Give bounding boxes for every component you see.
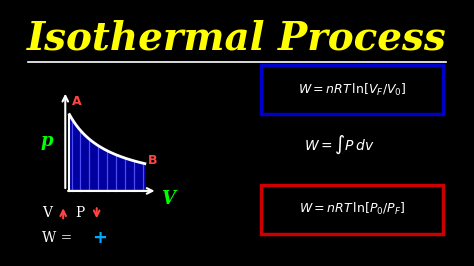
Text: P: P — [76, 206, 85, 220]
Text: V: V — [42, 206, 52, 220]
Text: Isothermal Process: Isothermal Process — [27, 20, 447, 58]
Text: $W = \int P\,dv$: $W = \int P\,dv$ — [304, 134, 375, 156]
Text: B: B — [148, 154, 158, 167]
Text: A: A — [72, 95, 81, 108]
Text: V: V — [161, 190, 175, 208]
Polygon shape — [70, 115, 145, 191]
Text: $W = nRT\,\ln[P_0/P_F]$: $W = nRT\,\ln[P_0/P_F]$ — [299, 201, 405, 217]
Text: $W = nRT\,\ln[V_F/V_0]$: $W = nRT\,\ln[V_F/V_0]$ — [298, 81, 407, 98]
Text: W =: W = — [42, 231, 77, 245]
Text: p: p — [40, 132, 53, 150]
Text: +: + — [92, 229, 108, 247]
